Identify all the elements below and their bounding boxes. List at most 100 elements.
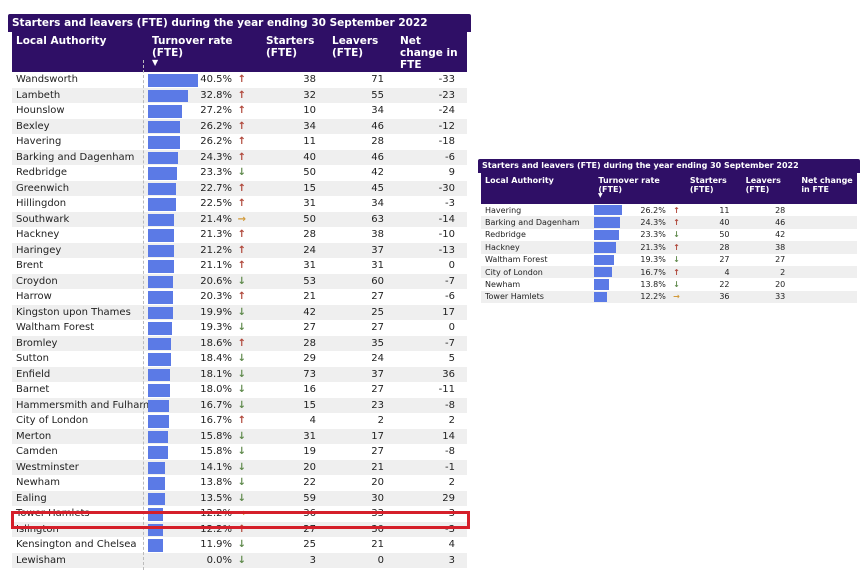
table-row[interactable]: Havering 26.2% ↑ 11 28 (481, 204, 857, 216)
table-row[interactable]: Redbridge 23.3% ↓ 50 42 9 (12, 165, 467, 181)
leavers-cell: 60 (371, 275, 384, 287)
turnover-rate-cell: 40.5% ↑ (148, 72, 262, 88)
leavers-cell: 21 (371, 461, 384, 473)
turnover-rate-value: 12.2% (640, 292, 666, 302)
table-row[interactable]: Hounslow 27.2% ↑ 10 34 -24 (12, 103, 467, 119)
turnover-rate-cell: 27.2% ↑ (148, 103, 262, 119)
turnover-rate-value: 19.3% (640, 255, 666, 265)
table-row[interactable]: Enfield 18.1% ↓ 73 37 36 (12, 366, 467, 382)
turnover-rate-bar (594, 254, 615, 265)
col-local-authority[interactable]: Local Authority (16, 35, 107, 47)
net-cell: -10 (438, 229, 455, 241)
local-authority-cell: City of London (485, 267, 543, 277)
net-cell: 2 (448, 415, 455, 427)
net-cell: -7 (445, 337, 455, 349)
chevron-down-icon[interactable]: ▼ (152, 58, 159, 67)
turnover-rate-value: 0.0% (206, 554, 232, 566)
table-row[interactable]: Islington 12.2% ↑ 27 30 -3 (12, 521, 467, 537)
table-row[interactable]: Barking and Dagenham 24.3% ↑ 40 46 -6 (12, 149, 467, 165)
col-starters[interactable]: Starters (FTE) (266, 35, 315, 59)
table-row[interactable]: Havering 26.2% ↑ 11 28 -18 (12, 134, 467, 150)
net-cell: -6 (445, 291, 455, 303)
turnover-rate-bar (148, 89, 189, 102)
main-table-body: Wandsworth 40.5% ↑ 38 71 -33 Lambeth 32.8% ↑ 32 55… (12, 72, 467, 568)
table-row[interactable]: Hillingdon 22.5% ↑ 31 34 -3 (12, 196, 467, 212)
turnover-rate-value: 16.7% (200, 415, 232, 427)
col-turnover-rate[interactable]: Turnover rate (FTE) (598, 176, 660, 194)
table-row[interactable]: Waltham Forest 19.3% ↓ 27 27 0 (12, 320, 467, 336)
table-row[interactable]: Southwark 21.4% → 50 63 -14 (12, 211, 467, 227)
table-row[interactable]: City of London 16.7% ↑ 4 2 (481, 265, 857, 279)
arrow-down-icon: ↓ (237, 461, 246, 473)
arrow-up-icon: ↑ (237, 415, 246, 427)
table-row[interactable]: Wandsworth 40.5% ↑ 38 71 -33 (12, 72, 467, 88)
col-net-change[interactable]: Net change in FTE (400, 35, 458, 71)
table-row[interactable]: Waltham Forest 19.3% ↓ 27 27 (481, 254, 857, 266)
table-row[interactable]: Lewisham 0.0% ↓ 3 0 3 (12, 552, 467, 568)
table-row[interactable]: Barnet 18.0% ↓ 16 27 -11 (12, 382, 467, 398)
local-authority-cell: Hillingdon (16, 198, 67, 210)
net-cell: 29 (442, 492, 455, 504)
table-row[interactable]: Hackney 21.3% ↑ 28 38 -10 (12, 227, 467, 243)
turnover-rate-value: 20.6% (200, 275, 232, 287)
leavers-cell: 33 (775, 292, 786, 302)
table-row[interactable]: Greenwich 22.7% ↑ 15 45 -30 (12, 180, 467, 196)
net-cell: 0 (448, 322, 455, 334)
col-leavers[interactable]: Leavers (FTE) (745, 176, 781, 194)
turnover-rate-cell: 11.9% ↓ (148, 537, 262, 553)
table-row[interactable]: Camden 15.8% ↓ 19 27 -8 (12, 444, 467, 460)
turnover-rate-cell: 26.2% ↑ (594, 204, 685, 216)
table-row[interactable]: Lambeth 32.8% ↑ 32 55 -23 (12, 87, 467, 103)
turnover-rate-value: 26.2% (640, 205, 666, 215)
table-row[interactable]: Kingston upon Thames 19.9% ↓ 42 25 17 (12, 304, 467, 320)
turnover-rate-bar (594, 291, 607, 303)
arrow-down-icon: ↓ (237, 306, 246, 318)
table-row[interactable]: Hackney 21.3% ↑ 28 38 (481, 241, 857, 254)
turnover-rate-cell: 18.0% ↓ (148, 382, 262, 398)
turnover-rate-cell: 16.7% ↑ (148, 413, 262, 429)
table-row[interactable]: Newham 13.8% ↓ 22 20 (481, 278, 857, 290)
table-row[interactable]: Brent 21.1% ↑ 31 31 0 (12, 258, 467, 274)
turnover-rate-cell: 16.7% ↑ (594, 266, 685, 278)
turnover-rate-value: 13.8% (640, 280, 666, 290)
net-cell: 4 (448, 539, 455, 551)
leavers-cell: 42 (371, 167, 384, 179)
arrow-up-icon: ↑ (237, 105, 246, 117)
turnover-rate-value: 19.9% (200, 306, 232, 318)
table-row[interactable]: Newham 13.8% ↓ 22 20 2 (12, 475, 467, 491)
table-row[interactable]: City of London 16.7% ↑ 4 2 2 (12, 413, 467, 429)
col-starters[interactable]: Starters (FTE) (689, 176, 727, 194)
table-row[interactable]: Merton 15.8% ↓ 31 17 14 (12, 428, 467, 444)
table-row[interactable]: Tower Hamlets 12.2% → 36 33 (481, 290, 857, 304)
col-turnover-rate[interactable]: Turnover rate (FTE) (152, 35, 233, 59)
table-row[interactable]: Westminster 14.1% ↓ 20 21 -1 (12, 459, 467, 475)
starters-cell: 34 (303, 120, 316, 132)
table-row[interactable]: Barking and Dagenham 24.3% ↑ 40 46 (481, 216, 857, 229)
arrow-down-icon: ↓ (237, 368, 246, 380)
table-row[interactable]: Harrow 20.3% ↑ 21 27 -6 (12, 289, 467, 305)
table-row[interactable]: Croydon 20.6% ↓ 53 60 -7 (12, 273, 467, 289)
table-row[interactable]: Sutton 18.4% ↓ 29 24 5 (12, 351, 467, 367)
col-local-authority[interactable]: Local Authority (485, 176, 554, 185)
table-row[interactable]: Bexley 26.2% ↑ 34 46 -12 (12, 118, 467, 134)
table-row[interactable]: Ealing 13.5% ↓ 59 30 29 (12, 490, 467, 506)
leavers-cell: 25 (371, 306, 384, 318)
table-row[interactable]: Kensington and Chelsea 11.9% ↓ 25 21 4 (12, 537, 467, 553)
local-authority-cell: Brent (16, 260, 44, 272)
col-net-change[interactable]: Net change in FTE (801, 176, 853, 194)
table-row[interactable]: Haringey 21.2% ↑ 24 37 -13 (12, 242, 467, 258)
leavers-cell: 35 (371, 337, 384, 349)
local-authority-cell: Islington (16, 523, 59, 535)
turnover-rate-value: 13.5% (200, 492, 232, 504)
table-row[interactable]: Hammersmith and Fulham 16.7% ↓ 15 23 -8 (12, 397, 467, 413)
net-cell: 5 (448, 353, 455, 365)
col-leavers[interactable]: Leavers (FTE) (332, 35, 379, 59)
starters-cell: 42 (303, 306, 316, 318)
starters-cell: 28 (303, 337, 316, 349)
table-row[interactable]: Redbridge 23.3% ↓ 50 42 (481, 229, 857, 241)
table-row[interactable]: Bromley 18.6% ↑ 28 35 -7 (12, 335, 467, 351)
chevron-down-icon[interactable]: ▼ (598, 192, 603, 199)
arrow-down-icon: ↓ (237, 167, 246, 179)
leavers-cell: 21 (371, 539, 384, 551)
turnover-rate-value: 19.3% (200, 322, 232, 334)
